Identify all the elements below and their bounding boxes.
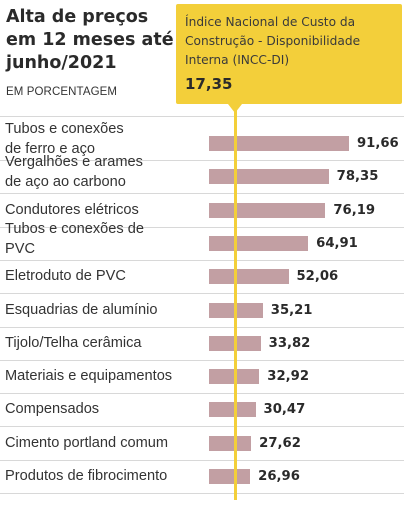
reference-callout: Índice Nacional de Custo da Construção -… xyxy=(176,4,402,113)
row-separator xyxy=(0,359,404,361)
row-separator xyxy=(0,493,404,494)
value-label: 32,92 xyxy=(267,369,309,385)
reference-line xyxy=(234,106,237,500)
bar xyxy=(209,435,252,451)
value-label: 64,91 xyxy=(316,235,358,251)
bar xyxy=(209,169,329,185)
row-separator xyxy=(0,193,404,195)
row-separator xyxy=(0,293,404,295)
bar xyxy=(209,269,289,285)
bar xyxy=(209,202,326,218)
value-label: 78,35 xyxy=(336,169,379,185)
category-label: Tubos e conexões de ferro e aço xyxy=(5,121,124,157)
chart-title: Alta de preços em 12 meses até junho/202… xyxy=(6,7,174,73)
row-separator xyxy=(0,226,404,228)
value-label: 76,19 xyxy=(333,202,376,218)
value-label: 27,62 xyxy=(259,435,301,451)
bar xyxy=(209,235,309,251)
bar xyxy=(209,136,349,151)
bar xyxy=(209,402,256,418)
category-label: Tubos e conexões de PVC xyxy=(5,220,145,257)
category-label: Condutores elétricos xyxy=(5,201,139,218)
value-label: 91,66 xyxy=(357,136,399,151)
category-label: Materiais e equipamentos xyxy=(5,368,173,385)
row-separator xyxy=(0,393,404,395)
category-label: Tijolo/Telha cerâmica xyxy=(5,334,142,351)
row-separator xyxy=(0,326,404,328)
value-label: 30,47 xyxy=(263,402,306,418)
row-separator xyxy=(0,116,404,117)
category-label: Cimento portland comum xyxy=(5,434,169,451)
category-label: Produtos de fibrocimento xyxy=(5,468,168,484)
reference-value: 17,35 xyxy=(185,75,233,93)
row-separator xyxy=(0,160,404,161)
value-label: 26,96 xyxy=(258,469,300,484)
category-label: Vergalhões e arames de aço ao carbono xyxy=(5,154,143,191)
value-label: 35,21 xyxy=(270,302,313,318)
chart-subtitle: EM PORCENTAGEM xyxy=(6,86,118,98)
category-label: Compensados xyxy=(5,401,100,418)
category-label: Esquadrias de alumínio xyxy=(5,301,158,318)
row-separator xyxy=(0,459,404,461)
value-label: 33,82 xyxy=(268,335,311,351)
bar xyxy=(209,469,251,484)
value-label: 52,06 xyxy=(296,269,339,285)
row-separator xyxy=(0,426,404,428)
category-label: Eletroduto de PVC xyxy=(5,268,126,285)
reference-label: Índice Nacional de Custo da Construção -… xyxy=(185,15,361,67)
row-separator xyxy=(0,259,404,261)
